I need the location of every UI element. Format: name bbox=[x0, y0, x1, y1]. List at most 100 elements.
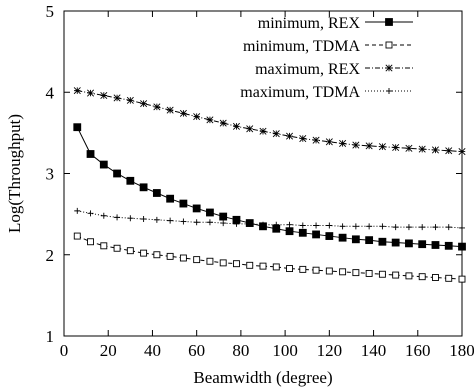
x-tick-label: 0 bbox=[60, 341, 69, 360]
data-point bbox=[219, 259, 227, 267]
data-point bbox=[418, 240, 427, 249]
data-point bbox=[391, 238, 400, 247]
data-point bbox=[312, 136, 320, 144]
data-point bbox=[152, 189, 161, 197]
data-point bbox=[445, 274, 453, 282]
data-point bbox=[458, 148, 466, 156]
data-point bbox=[445, 147, 453, 155]
data-point bbox=[299, 265, 307, 273]
data-point bbox=[379, 223, 386, 230]
data-point bbox=[365, 236, 374, 245]
data-point bbox=[458, 275, 466, 283]
data-point bbox=[419, 224, 426, 231]
series-line bbox=[77, 210, 463, 229]
data-point bbox=[220, 220, 227, 227]
data-point bbox=[378, 143, 386, 151]
data-point bbox=[100, 242, 108, 250]
data-point bbox=[365, 142, 373, 150]
series-line bbox=[77, 235, 463, 280]
data-point bbox=[418, 145, 426, 153]
data-point bbox=[339, 139, 347, 147]
data-point bbox=[153, 251, 161, 259]
data-point bbox=[153, 216, 160, 223]
data-point bbox=[139, 183, 148, 192]
data-point bbox=[140, 249, 148, 257]
data-point bbox=[431, 146, 439, 154]
data-point bbox=[313, 222, 320, 229]
data-point bbox=[339, 268, 347, 276]
y-tick-label: 5 bbox=[46, 2, 55, 21]
data-point bbox=[272, 263, 280, 271]
x-tick-label: 40 bbox=[144, 341, 161, 360]
series-line bbox=[76, 126, 463, 248]
x-axis-title: Beamwidth (degree) bbox=[193, 368, 332, 387]
x-tick-label: 80 bbox=[232, 341, 249, 360]
data-point bbox=[180, 218, 187, 225]
legend-marker bbox=[386, 88, 392, 94]
data-point bbox=[233, 220, 240, 227]
data-point bbox=[113, 169, 121, 178]
y-tick-label: 2 bbox=[46, 246, 55, 265]
axis-ticks: 0 20 40 60 80 100 120 140 160 180 1 2 3 4 5 bbox=[46, 2, 474, 360]
data-point bbox=[312, 266, 320, 274]
data-point bbox=[206, 219, 213, 226]
x-tick-label: 120 bbox=[317, 341, 343, 360]
data-point bbox=[87, 238, 94, 246]
data-point bbox=[74, 207, 81, 214]
series-4 bbox=[74, 207, 465, 231]
legend-label: maximum, REX bbox=[255, 61, 360, 78]
data-point bbox=[352, 141, 360, 149]
data-point bbox=[365, 269, 373, 277]
data-point bbox=[286, 132, 294, 140]
data-point bbox=[87, 89, 95, 97]
data-point bbox=[286, 221, 293, 228]
data-point bbox=[73, 232, 81, 240]
data-point bbox=[87, 210, 94, 217]
x-tick-label: 180 bbox=[449, 341, 474, 360]
data-point bbox=[405, 239, 413, 248]
series-1 bbox=[73, 123, 466, 251]
data-point bbox=[259, 127, 267, 135]
data-point bbox=[179, 199, 188, 208]
x-tick-label: 20 bbox=[100, 341, 117, 360]
y-tick-label: 4 bbox=[46, 83, 55, 102]
data-point bbox=[113, 244, 121, 252]
legend: minimum, REX minimum, TDMA maximum, REX max… bbox=[240, 15, 413, 101]
data-point bbox=[206, 116, 214, 124]
data-point bbox=[167, 217, 174, 224]
data-point bbox=[193, 256, 201, 264]
data-point bbox=[100, 212, 107, 219]
data-point bbox=[325, 232, 334, 240]
data-point bbox=[298, 228, 307, 237]
data-point bbox=[339, 223, 346, 230]
data-point bbox=[192, 204, 201, 213]
data-point bbox=[73, 123, 82, 132]
x-tick-label: 60 bbox=[188, 341, 205, 360]
data-point bbox=[100, 91, 108, 100]
series-3 bbox=[73, 87, 466, 156]
data-point bbox=[392, 224, 399, 231]
data-point bbox=[166, 194, 175, 203]
data-point bbox=[338, 233, 347, 242]
data-point bbox=[126, 176, 135, 185]
data-point bbox=[392, 143, 400, 152]
data-point bbox=[273, 221, 280, 228]
data-point bbox=[179, 109, 187, 117]
series-2 bbox=[73, 232, 466, 283]
y-tick-label: 1 bbox=[46, 327, 55, 346]
data-point bbox=[127, 215, 134, 222]
data-point bbox=[325, 267, 333, 275]
data-point bbox=[432, 274, 439, 281]
data-point bbox=[140, 100, 148, 108]
data-point bbox=[153, 103, 161, 111]
series-layer bbox=[73, 87, 466, 283]
data-point bbox=[246, 261, 254, 269]
data-point bbox=[312, 230, 320, 239]
data-point bbox=[431, 241, 440, 249]
data-point bbox=[405, 224, 412, 231]
data-point bbox=[378, 237, 387, 246]
data-point bbox=[126, 247, 134, 255]
data-point bbox=[299, 222, 306, 229]
data-point bbox=[246, 220, 253, 227]
